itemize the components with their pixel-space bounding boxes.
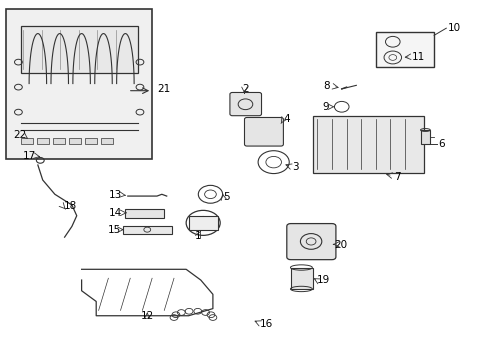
Text: 1: 1 — [195, 231, 201, 242]
Text: 16: 16 — [260, 319, 273, 329]
Text: 19: 19 — [316, 275, 329, 285]
Bar — [290, 267, 312, 289]
Text: 17: 17 — [23, 151, 36, 161]
Text: 21: 21 — [157, 84, 170, 94]
Bar — [420, 130, 429, 144]
Bar — [6, 9, 152, 158]
Bar — [122, 226, 171, 234]
Text: 12: 12 — [141, 311, 154, 321]
Text: 14: 14 — [108, 208, 122, 218]
Bar — [375, 32, 433, 67]
Bar — [125, 208, 164, 217]
Bar — [85, 138, 97, 144]
FancyBboxPatch shape — [244, 117, 283, 146]
Text: 6: 6 — [437, 139, 444, 149]
FancyBboxPatch shape — [286, 224, 335, 260]
FancyBboxPatch shape — [229, 93, 261, 116]
Bar — [101, 138, 113, 144]
Bar — [312, 116, 424, 173]
Bar — [53, 138, 65, 144]
Bar — [21, 138, 33, 144]
Text: 8: 8 — [322, 81, 329, 91]
Bar — [21, 26, 137, 73]
Bar — [188, 216, 217, 230]
Text: 10: 10 — [447, 23, 460, 33]
Text: 3: 3 — [291, 162, 298, 172]
Bar — [69, 138, 81, 144]
Text: 13: 13 — [108, 190, 122, 200]
Bar — [37, 138, 49, 144]
Text: 9: 9 — [322, 102, 329, 112]
Text: 20: 20 — [334, 240, 347, 250]
Text: 2: 2 — [242, 84, 249, 94]
Text: 11: 11 — [411, 52, 425, 62]
Text: 4: 4 — [283, 113, 289, 123]
Text: 7: 7 — [393, 172, 400, 182]
Text: 15: 15 — [107, 225, 121, 235]
Text: 22: 22 — [14, 130, 27, 140]
Text: 5: 5 — [223, 192, 229, 202]
Text: 18: 18 — [63, 201, 77, 211]
